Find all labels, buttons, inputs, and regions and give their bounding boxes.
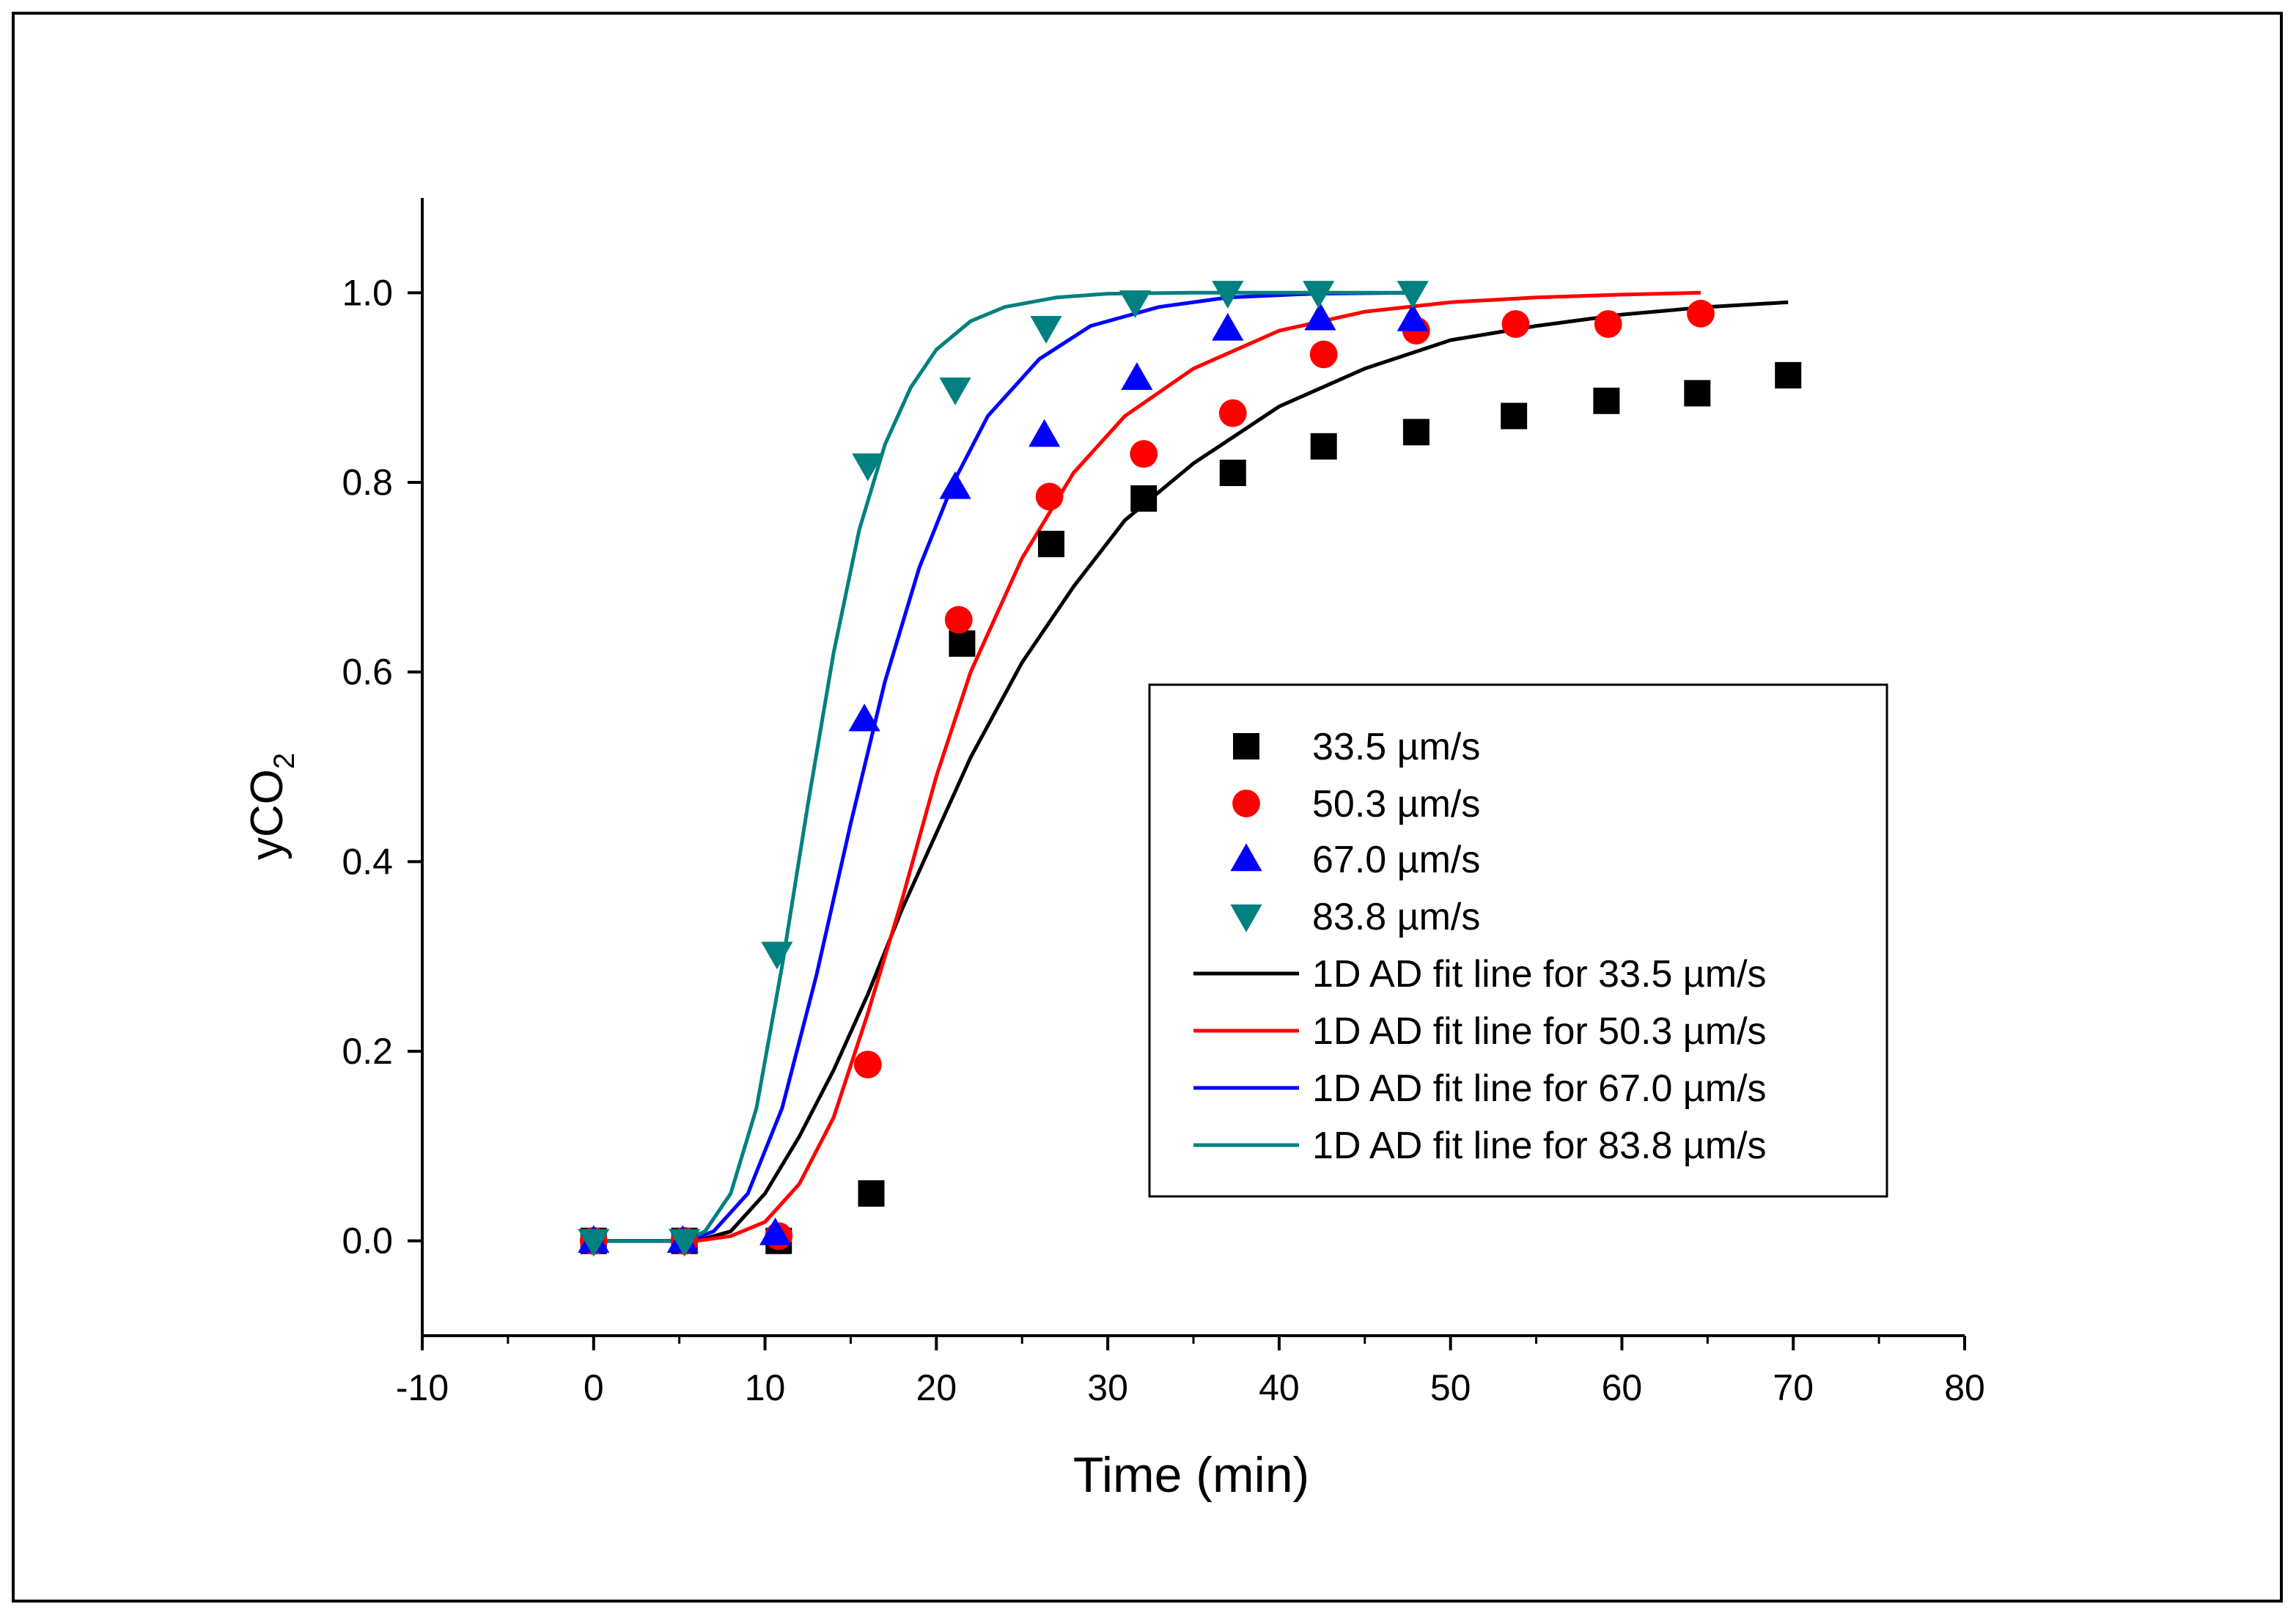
legend-marker-4 <box>1230 904 1262 932</box>
data-point-series-2 <box>1687 299 1715 328</box>
data-point-series-2 <box>944 606 973 634</box>
data-point-series-2 <box>1309 340 1338 369</box>
data-point-series-1 <box>949 630 976 657</box>
data-point-series-1 <box>1037 531 1064 558</box>
x-tick-label: 0 <box>584 1367 604 1408</box>
y-tick-label: 0.6 <box>342 652 393 693</box>
data-point-series-3 <box>759 1217 792 1246</box>
data-point-series-4 <box>1397 281 1429 309</box>
legend-label-1: 33.5 µm/s <box>1312 726 1480 768</box>
legend: 33.5 µm/s 50.3 µm/s 67.0 µm/s 83.8 µm/s 1D A… <box>1148 683 1888 1198</box>
legend-marker-3 <box>1230 843 1262 872</box>
figure-border <box>12 12 2283 1603</box>
x-tick-label: 30 <box>1087 1367 1128 1408</box>
y-tick-label: 0.2 <box>342 1031 393 1072</box>
data-point-series-1 <box>1402 419 1430 446</box>
legend-marker-2 <box>1232 790 1260 817</box>
data-point-series-3 <box>1212 312 1244 341</box>
legend-label-3: 67.0 µm/s <box>1312 839 1480 881</box>
data-point-series-3 <box>848 703 880 732</box>
plot-marks <box>578 281 1802 1257</box>
data-point-series-2 <box>853 1051 882 1079</box>
x-tick-label: 70 <box>1773 1367 1814 1408</box>
y-axis-label-main: yCO <box>242 769 292 860</box>
data-point-series-1 <box>1775 361 1802 389</box>
axes: -10 0 10 20 30 40 50 60 70 80 0.0 0.2 0.4 0.6 0.8 1.0 <box>342 198 1985 1408</box>
x-tick-label: 80 <box>1944 1367 1985 1408</box>
data-point-series-1 <box>1130 485 1158 512</box>
data-point-series-4 <box>1030 315 1062 344</box>
data-point-series-4 <box>578 1229 610 1257</box>
legend-fit-label-3: 1D AD fit line for 67.0 µm/s <box>1312 1067 1767 1110</box>
data-point-series-3 <box>1397 303 1429 331</box>
x-tick-label: 60 <box>1602 1367 1643 1408</box>
y-tick-label: 0.0 <box>342 1221 393 1262</box>
data-point-series-4 <box>761 941 793 970</box>
data-point-series-4 <box>939 378 971 405</box>
x-tick-label: -10 <box>396 1367 449 1408</box>
x-tick-label: 40 <box>1259 1367 1300 1408</box>
fit-line-4 <box>593 290 1413 1243</box>
x-tick-label: 10 <box>745 1367 786 1408</box>
data-point-series-3 <box>1304 302 1336 331</box>
y-tick-label: 0.8 <box>342 462 393 503</box>
data-point-series-2 <box>1501 310 1530 338</box>
y-tick-label: 1.0 <box>342 272 393 313</box>
x-tick-label: 20 <box>916 1367 957 1408</box>
legend-label-4: 83.8 µm/s <box>1312 896 1480 938</box>
x-axis-label: Time (min) <box>1073 1447 1309 1503</box>
data-point-series-1 <box>1593 387 1620 414</box>
legend-box <box>1148 683 1888 1198</box>
y-axis-label: yCO2 <box>242 753 301 860</box>
data-point-series-1 <box>1219 460 1246 487</box>
legend-label-2: 50.3 µm/s <box>1312 783 1480 825</box>
legend-fit-label-4: 1D AD fit line for 83.8 µm/s <box>1312 1125 1767 1167</box>
data-point-series-1 <box>1501 402 1528 430</box>
data-point-series-1 <box>1310 433 1337 460</box>
data-point-series-3 <box>1121 362 1153 390</box>
data-point-series-4 <box>1212 281 1244 309</box>
data-point-series-1 <box>858 1180 885 1207</box>
x-tick-label: 50 <box>1430 1367 1471 1408</box>
data-point-series-4 <box>1303 281 1335 309</box>
data-point-series-2 <box>1594 310 1622 338</box>
fit-line-3 <box>593 290 1413 1243</box>
y-axis-label-subscript: 2 <box>268 753 301 769</box>
data-point-series-3 <box>939 471 971 499</box>
data-point-series-4 <box>669 1229 701 1257</box>
data-point-series-2 <box>1035 482 1064 511</box>
data-point-series-4 <box>1119 290 1152 318</box>
legend-fit-label-1: 1D AD fit line for 33.5 µm/s <box>1312 953 1767 996</box>
data-point-series-1 <box>1684 380 1711 407</box>
fit-line-2 <box>593 290 1701 1243</box>
data-point-series-3 <box>1029 419 1061 447</box>
legend-fit-label-2: 1D AD fit line for 50.3 µm/s <box>1312 1010 1767 1053</box>
legend-marker-1 <box>1233 733 1259 759</box>
data-point-series-2 <box>1218 399 1247 427</box>
data-point-series-2 <box>1130 440 1158 468</box>
data-point-series-4 <box>852 453 884 482</box>
y-tick-label: 0.4 <box>342 841 393 882</box>
